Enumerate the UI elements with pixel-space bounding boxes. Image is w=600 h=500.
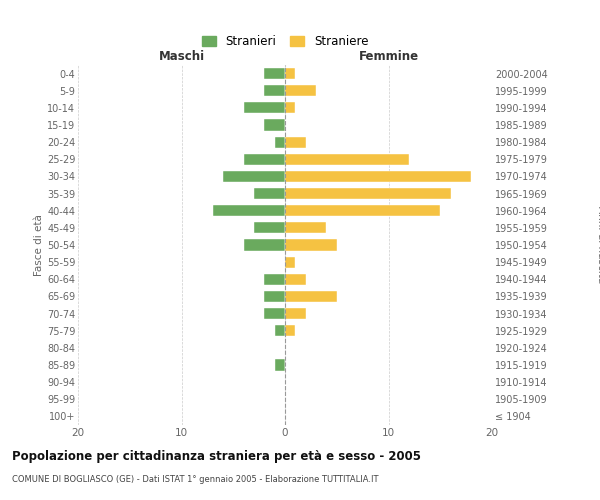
Text: Maschi: Maschi xyxy=(158,50,205,63)
Bar xyxy=(285,240,337,250)
Bar xyxy=(244,240,285,250)
Bar xyxy=(285,325,295,336)
Bar xyxy=(275,360,285,370)
Text: Popolazione per cittadinanza straniera per età e sesso - 2005: Popolazione per cittadinanza straniera p… xyxy=(12,450,421,463)
Bar xyxy=(212,205,285,216)
Bar xyxy=(275,136,285,147)
Y-axis label: Anni di nascita: Anni di nascita xyxy=(596,206,600,284)
Bar xyxy=(275,325,285,336)
Bar xyxy=(285,188,451,199)
Bar xyxy=(285,136,306,147)
Bar xyxy=(265,85,285,96)
Bar xyxy=(285,205,440,216)
Bar xyxy=(265,308,285,319)
Bar xyxy=(285,256,295,268)
Bar xyxy=(265,68,285,79)
Bar xyxy=(244,154,285,165)
Bar xyxy=(285,308,306,319)
Bar xyxy=(254,222,285,234)
Bar xyxy=(285,154,409,165)
Bar xyxy=(265,274,285,285)
Bar xyxy=(223,171,285,182)
Bar xyxy=(254,188,285,199)
Bar xyxy=(244,102,285,114)
Bar xyxy=(285,274,306,285)
Bar xyxy=(285,291,337,302)
Bar xyxy=(265,291,285,302)
Bar xyxy=(265,120,285,130)
Y-axis label: Fasce di età: Fasce di età xyxy=(34,214,44,276)
Legend: Stranieri, Straniere: Stranieri, Straniere xyxy=(202,35,368,48)
Bar xyxy=(285,68,295,79)
Bar xyxy=(285,222,326,234)
Bar xyxy=(285,102,295,114)
Bar xyxy=(285,171,472,182)
Bar xyxy=(285,85,316,96)
Text: Femmine: Femmine xyxy=(358,50,419,63)
Text: COMUNE DI BOGLIASCO (GE) - Dati ISTAT 1° gennaio 2005 - Elaborazione TUTTITALIA.: COMUNE DI BOGLIASCO (GE) - Dati ISTAT 1°… xyxy=(12,475,379,484)
